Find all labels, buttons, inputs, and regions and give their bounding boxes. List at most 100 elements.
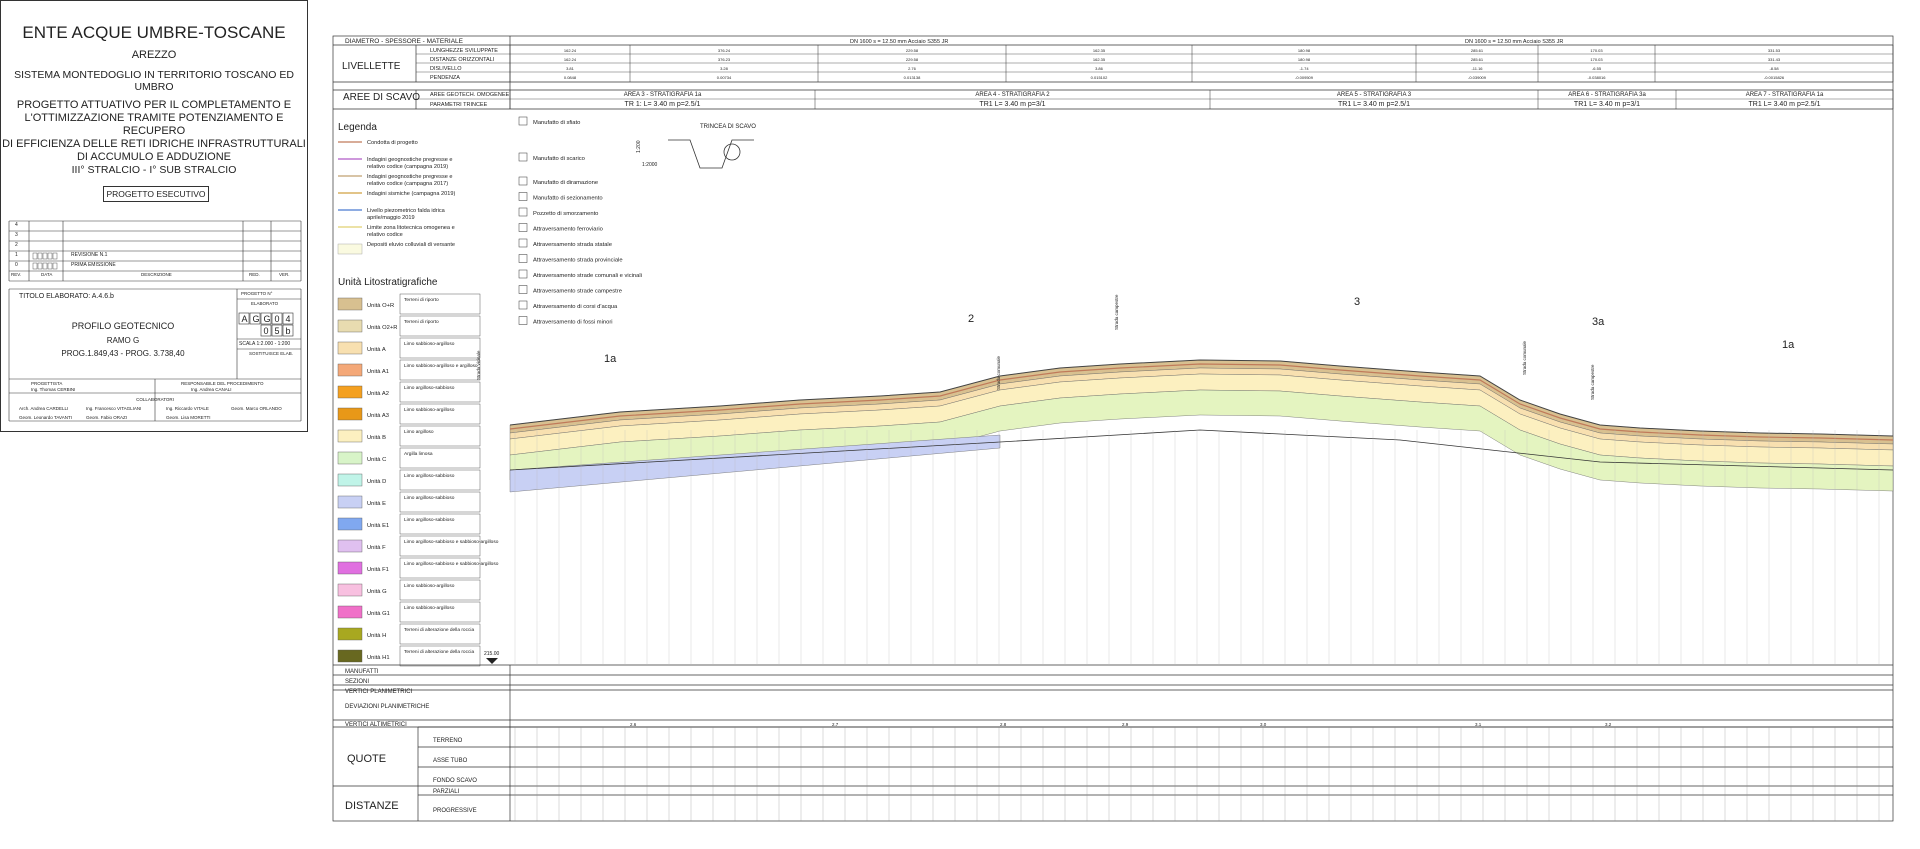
unit-swatch [337,649,363,663]
livellette-value: 162.35 [1093,57,1106,62]
elab-name: PROFILO GEOTECNICO [71,321,175,331]
unit-name: Unità A [367,347,386,353]
rev-header: DATA [41,272,53,277]
vertici-alt-value: 3.2 [1605,722,1612,727]
code-cell [260,324,272,337]
units-title: Unità Litostratigrafiche [338,277,438,288]
project-title: PROGETTO ATTUATIVO PER IL COMPLETAMENTO … [2,99,306,163]
road-label: Strada campestre [1590,364,1595,400]
zone-label: 1a [1782,339,1795,351]
trench-param: TR1 L= 3.40 m p=2.5/1 [1338,101,1410,108]
rev-cell [42,262,48,270]
livellette-value: -6.55 [1592,66,1602,71]
unit-desc-box [399,645,481,667]
legend-label: relativo codice (campagna 2017) [367,181,448,187]
unit-swatch [337,363,363,377]
unit-swatch [337,451,363,465]
road-label: Strada comunale [1522,340,1527,375]
symbol-box [518,285,528,294]
unit-swatch [337,429,363,443]
deviazioni-label: DEVIAZIONI PLANIMETRICHE [345,704,429,710]
pipe-line [509,363,1894,441]
unit-name: Unità O+R [367,303,394,309]
code-cell [249,312,261,325]
legend-label: aprile/maggio 2019 [367,215,415,221]
rev-header: RED. [249,272,260,277]
trench-param: TR1 L= 3.40 m p=3/1 [979,101,1045,108]
zone-label: 3 [1354,296,1360,308]
diameter-label: DIAMETRO - SPESSORE - MATERIALE [345,38,464,45]
phase: III° STRALCIO - I° SUB STRALCIO [71,164,237,176]
symbol-label: Manufatto di sezionamento [533,196,603,202]
unit-desc: Limo argilloso-sabbioso e sabbioso-argil… [404,561,499,567]
area-name: AREA 3 - STRATIGRAFIA 1a [624,92,702,98]
unit-desc-box [399,623,481,645]
resp-label: RESPONSABILE DEL PROCEDIMENTO [181,381,264,386]
unit-desc: Limo argilloso-sabbioso [404,495,455,501]
unit-name: Unità G [367,589,387,595]
unit-name: Unità A1 [367,369,389,375]
symbol-label: Attraversamento ferroviario [533,227,603,233]
fondo-scavo-label: FONDO SCAVO [433,778,477,784]
zone-label: 1a [604,353,617,365]
trench-param: TR 1: L= 3.40 m p=2.5/1 [625,101,701,108]
unit-desc-box [399,447,481,469]
unit-desc: Limo argilloso-sabbioso [404,385,455,391]
unit-desc-box [399,359,481,381]
legend-label: relativo codice (campagna 2019) [367,164,448,170]
livellette-value: -0.039009 [1468,75,1487,80]
unit-desc-box [399,491,481,513]
livellette-row-label: DISLIVELLO [430,66,462,72]
collaborator: Ing. Riccardo VITALE [166,406,209,411]
symbol-box [518,152,528,162]
code-char: A [242,314,248,324]
unit-desc: Limo sabbioso-argilloso [404,605,455,611]
trench-section [668,139,754,169]
vertici-alt-value: 2.6 [630,722,637,727]
stratum-layer [509,389,1894,492]
symbol-label: Attraversamento strade comunali e vicina… [533,273,642,279]
progetto-n: PROGETTO N° [241,291,273,296]
legend-title: Legenda [338,122,377,133]
manufatti-label: MANUFATTI [345,669,379,675]
elab-title: TITOLO ELABORATO: A.4.6.b [19,293,114,300]
livellette-value: -8.58 [1769,66,1779,71]
rev-cell [32,262,38,270]
code-cell [238,312,250,325]
unit-swatch [337,517,363,531]
unit-swatch [337,583,363,597]
rev-n: 2 [15,242,18,248]
legend-label: Indagini geognostiche pregresse e [367,174,453,180]
collaborator: Geom. Marco ORLANDO [231,406,282,411]
road-label: Strada campestre [1114,294,1119,330]
livellette-value: 229.58 [906,48,919,53]
scale: SCALA 1:2.000 - 1:200 [239,341,291,347]
rev-n: 0 [15,262,18,268]
progettista-label: PROGETTISTA [31,381,63,386]
unit-name: Unità F [367,545,386,551]
vertici-plan-label: VERTICI PLANIMETRICI [345,689,413,695]
collaborator: Ing. Francesco VITAGLIANI [86,406,142,411]
unit-desc: Limo sabbioso-argilloso [404,583,455,589]
unit-swatch [337,473,363,487]
trench-param: TR1 L= 3.40 m p=3/1 [1574,101,1640,108]
symbol-box [518,316,528,325]
livellette-value: -0.0015826 [1764,75,1785,80]
livellette-value: -0.038016 [1587,75,1606,80]
city: AREZZO [131,49,177,61]
vertici-alt-value: 2.9 [1122,722,1129,727]
area-name: AREA 4 - STRATIGRAFIA 2 [975,92,1050,98]
livellette-value: 376.24 [718,48,731,53]
legend-label: relativo codice [367,232,403,238]
unit-desc-box [399,425,481,447]
datum-label: 215.00 [484,651,500,657]
title-block-grid: A G G 0 40 5 b [8,220,302,422]
rev-n: 1 [15,252,18,258]
symbol-box [518,116,528,126]
livellette-value: 331.43 [1768,57,1781,62]
parziali-label: PARZIALI [433,789,460,795]
vertici-alt-value: 3.0 [1260,722,1267,727]
livellette-label: LIVELLETTE [342,61,401,72]
unit-desc-box [399,403,481,425]
